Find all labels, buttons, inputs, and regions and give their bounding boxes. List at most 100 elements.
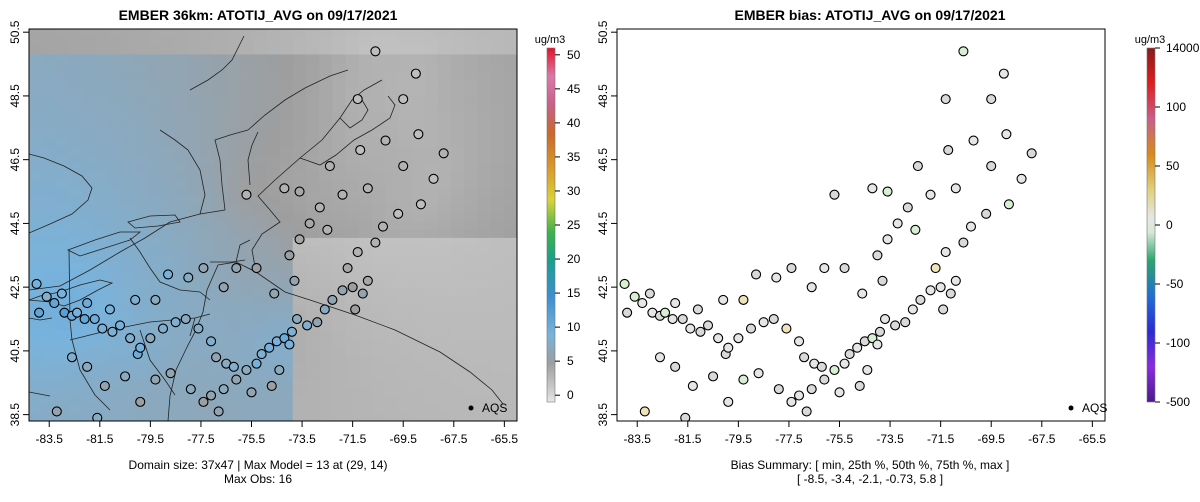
model-grid-cell bbox=[305, 304, 320, 313]
model-grid-cell bbox=[292, 304, 307, 313]
model-grid-cell bbox=[292, 195, 307, 205]
model-grid-cell bbox=[42, 95, 56, 105]
y-axis-ticks: 38.540.542.544.546.548.550.5 bbox=[596, 20, 617, 426]
model-grid-cell bbox=[94, 337, 109, 347]
model-grid-cell bbox=[68, 287, 83, 297]
model-grid-cell bbox=[305, 195, 320, 205]
model-grid-cell bbox=[55, 262, 69, 272]
model-grid-cell bbox=[174, 29, 188, 38]
model-grid-cell bbox=[160, 295, 175, 305]
model-grid-cell bbox=[371, 387, 386, 397]
model-grid-cell bbox=[160, 79, 175, 88]
model-grid-cell bbox=[279, 79, 294, 88]
aqs-site-marker bbox=[839, 358, 850, 369]
model-grid-cell bbox=[385, 37, 399, 47]
model-grid-cell bbox=[121, 262, 135, 272]
model-grid-cell bbox=[134, 79, 149, 88]
model-grid-cell bbox=[108, 320, 122, 330]
model-grid-cell bbox=[385, 220, 399, 230]
aqs-legend-label: AQS bbox=[1082, 401, 1107, 415]
model-grid-cell bbox=[503, 404, 517, 414]
model-grid-cell bbox=[490, 87, 505, 97]
model-grid-cell bbox=[134, 137, 149, 147]
model-grid-cell bbox=[42, 179, 56, 188]
model-grid-cell bbox=[490, 279, 505, 288]
model-grid-cell bbox=[108, 295, 122, 305]
model-grid-cell bbox=[477, 320, 492, 330]
model-colorbar-gradient bbox=[546, 47, 556, 403]
model-grid-cell bbox=[266, 329, 280, 338]
model-grid-cell bbox=[121, 312, 135, 322]
model-grid-cell bbox=[240, 170, 254, 180]
model-grid-cell bbox=[187, 395, 201, 405]
model-grid-cell bbox=[94, 404, 109, 414]
aqs-site-marker bbox=[852, 342, 863, 353]
model-grid-cell bbox=[345, 320, 360, 330]
model-grid-cell bbox=[292, 279, 307, 288]
model-grid-cell bbox=[240, 62, 254, 72]
model-grid-cell bbox=[121, 179, 135, 188]
aqs-site-marker bbox=[314, 202, 325, 213]
model-grid-cell bbox=[464, 45, 478, 55]
model-grid-cell bbox=[108, 279, 122, 288]
model-grid-cell bbox=[134, 104, 149, 113]
model-grid-cell bbox=[134, 87, 149, 97]
model-grid-cell bbox=[451, 379, 465, 389]
model-grid-cell bbox=[200, 79, 215, 88]
model-grid-cell bbox=[503, 220, 517, 230]
model-grid-cell bbox=[332, 295, 346, 305]
model-grid-cell bbox=[147, 79, 162, 88]
aqs-site-marker bbox=[986, 160, 997, 172]
model-grid-cell bbox=[490, 137, 505, 147]
model-grid-cell bbox=[319, 95, 333, 105]
model-grid-cell bbox=[81, 345, 96, 355]
aqs-site-marker bbox=[393, 208, 404, 219]
model-grid-cell bbox=[187, 237, 201, 247]
aqs-site-marker bbox=[745, 323, 757, 334]
model-grid-cell bbox=[174, 245, 188, 255]
model-grid-cell bbox=[200, 404, 215, 414]
model-grid-cell bbox=[490, 162, 505, 172]
model-grid-cell bbox=[319, 237, 333, 247]
model-grid-cell bbox=[42, 337, 56, 347]
model-grid-cell bbox=[437, 304, 452, 313]
model-grid-cell bbox=[305, 45, 320, 55]
model-grid-cell bbox=[94, 295, 109, 305]
model-grid-cell bbox=[55, 195, 69, 205]
model-grid-cell bbox=[477, 329, 492, 338]
model-grid-cell bbox=[160, 204, 175, 213]
model-grid-cell bbox=[55, 229, 69, 238]
model-grid-cell bbox=[437, 279, 452, 288]
model-grid-cell bbox=[371, 62, 386, 72]
model-grid-cell bbox=[29, 337, 43, 347]
model-grid-cell bbox=[253, 195, 267, 205]
model-grid-cell bbox=[279, 345, 294, 355]
model-grid-cell bbox=[490, 345, 505, 355]
model-grid-cell bbox=[279, 154, 294, 163]
model-grid-cell bbox=[253, 87, 267, 97]
model-grid-cell bbox=[319, 204, 333, 213]
model-grid-cell bbox=[160, 112, 175, 122]
model-grid-cell bbox=[266, 412, 280, 421]
model-grid-cell bbox=[345, 45, 360, 55]
y-tick-label: 38.5 bbox=[8, 403, 22, 427]
model-grid-cell bbox=[385, 95, 399, 105]
model-grid-cell bbox=[134, 195, 149, 205]
model-grid-cell bbox=[160, 320, 175, 330]
aqs-site-marker bbox=[294, 186, 305, 197]
model-grid-cell bbox=[147, 345, 162, 355]
model-grid-cell bbox=[200, 320, 215, 330]
model-grid-cell bbox=[319, 370, 333, 380]
model-grid-cell bbox=[398, 29, 412, 38]
colorbar-tick-label: 100 bbox=[1166, 100, 1186, 114]
model-grid-cell bbox=[437, 387, 452, 397]
model-grid-cell bbox=[398, 187, 412, 197]
model-grid-cell bbox=[398, 237, 412, 247]
model-grid-cell bbox=[147, 304, 162, 313]
model-grid-cell bbox=[305, 345, 320, 355]
model-grid-cell bbox=[200, 354, 215, 364]
model-grid-cell bbox=[134, 320, 149, 330]
model-grid-cell bbox=[477, 395, 492, 405]
model-grid-cell bbox=[213, 395, 228, 405]
